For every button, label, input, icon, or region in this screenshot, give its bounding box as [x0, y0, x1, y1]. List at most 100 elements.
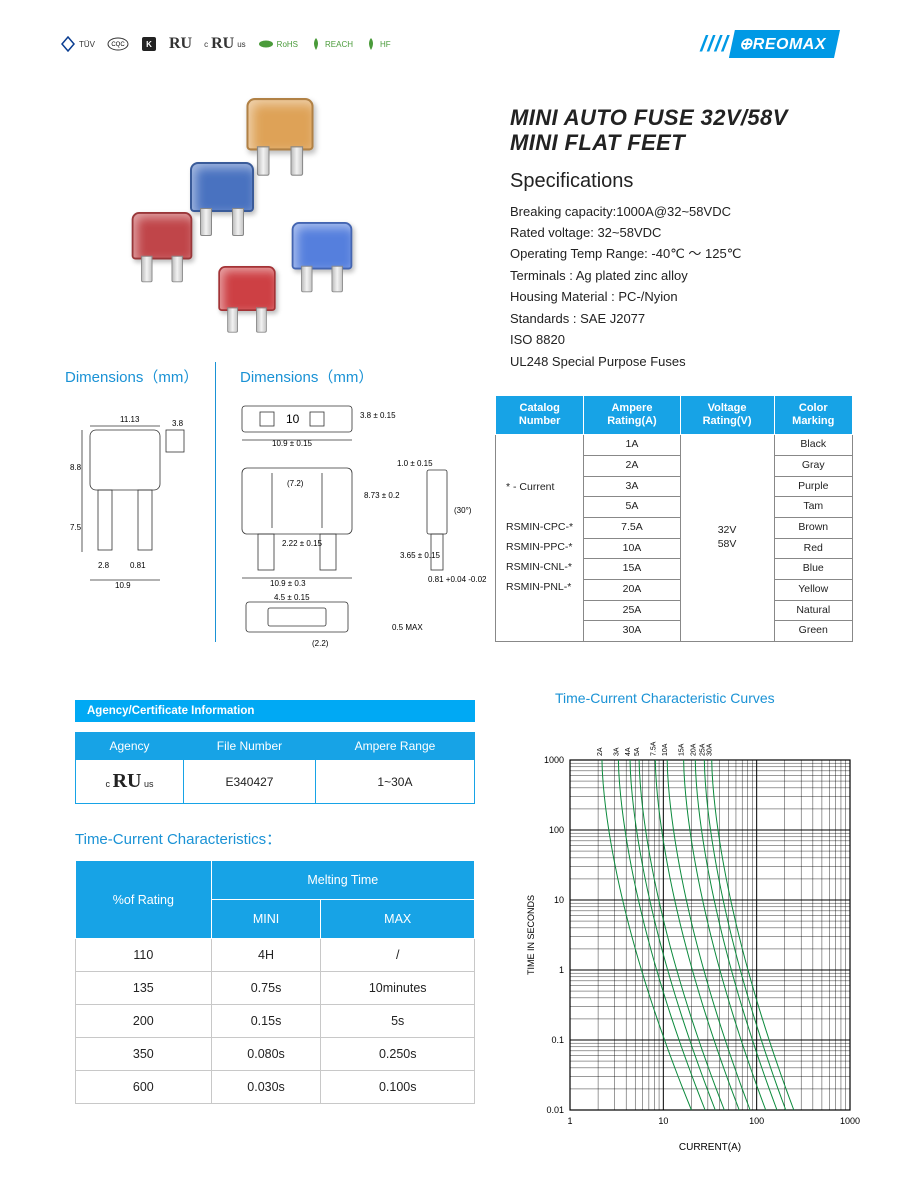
tc-pct: 135	[76, 972, 212, 1005]
catalog-amp: 1A	[584, 435, 680, 456]
svg-text:0.81: 0.81	[130, 561, 146, 570]
dim-header-1: Dimensions（mm）	[65, 366, 198, 387]
svg-text:1000: 1000	[840, 1116, 860, 1126]
svg-text:K: K	[146, 40, 152, 49]
svg-text:10A: 10A	[662, 743, 669, 756]
catalog-amp: 25A	[584, 600, 680, 621]
dim-drawing-right: 10 3.8 ± 0.15 10.9 ± 0.15 1.0 ± 0.15 (7.…	[232, 398, 487, 648]
tc-min: 0.75s	[211, 972, 321, 1005]
catalog-amp: 3A	[584, 476, 680, 497]
brand-slashes: ////	[700, 31, 728, 57]
svg-text:3.8: 3.8	[172, 419, 184, 428]
svg-text:2.22 ± 0.15: 2.22 ± 0.15	[282, 539, 323, 548]
tc-max: 10minutes	[321, 972, 475, 1005]
certification-row: TÜV CQC K RU cRUus RoHS REACH HF //// ⊕R…	[60, 30, 840, 58]
spec-line: Terminals : Ag plated zinc alloy	[510, 265, 840, 286]
catalog-color: Blue	[774, 559, 852, 580]
tc-row: 2000.15s5s	[76, 1005, 475, 1038]
svg-text:20A: 20A	[690, 743, 697, 756]
svg-text:0.5 MAX: 0.5 MAX	[392, 623, 423, 632]
cert-cqc: CQC	[107, 37, 129, 51]
tc-max: 0.250s	[321, 1038, 475, 1071]
agency-h3: Ampere Range	[315, 733, 474, 760]
spec-line: UL248 Special Purpose Fuses	[510, 351, 840, 372]
product-title-2: MINI FLAT FEET	[510, 130, 840, 155]
svg-text:CURRENT(A): CURRENT(A)	[679, 1142, 741, 1153]
svg-text:4A: 4A	[625, 747, 632, 756]
tc-max: 0.100s	[321, 1071, 475, 1104]
title-block: MINI AUTO FUSE 32V/58V MINI FLAT FEET Sp…	[510, 105, 840, 372]
catalog-color: Brown	[774, 517, 852, 538]
spec-line: Breaking capacity:1000A@32~58VDC	[510, 201, 840, 222]
svg-text:(7.2): (7.2)	[287, 479, 304, 488]
agency-banner: Agency/Certificate Information	[75, 700, 475, 722]
catalog-color: Gray	[774, 456, 852, 477]
fuse	[132, 212, 193, 288]
cert-culus: cRUus	[204, 35, 246, 53]
cert-kc: K	[141, 36, 157, 52]
svg-text:10: 10	[554, 895, 564, 905]
catalog-color: Black	[774, 435, 852, 456]
product-title-1: MINI AUTO FUSE 32V/58V	[510, 105, 840, 130]
catalog-amp: 5A	[584, 497, 680, 518]
catalog-amp: 20A	[584, 579, 680, 600]
cert-reach: REACH	[310, 37, 353, 51]
agency-cell-range: 1~30A	[315, 760, 474, 804]
tc-max: 5s	[321, 1005, 475, 1038]
svg-text:25A: 25A	[699, 743, 706, 756]
cert-ul: RU	[169, 35, 192, 53]
agency-h1: Agency	[76, 733, 184, 760]
svg-text:7.5: 7.5	[70, 523, 82, 532]
dim-header-2: Dimensions（mm）	[240, 366, 373, 387]
brand-name: ⊕REOMAX	[729, 30, 840, 58]
cert-rohs: RoHS	[258, 39, 298, 49]
svg-text:11.13: 11.13	[120, 415, 140, 424]
agency-cell-file: E340427	[184, 760, 316, 804]
agency-h2: File Number	[184, 733, 316, 760]
spec-header: Specifications	[510, 170, 840, 193]
tc-row: 3500.080s0.250s	[76, 1038, 475, 1071]
svg-text:10: 10	[286, 412, 300, 426]
curve-chart: 11010010000.010.11101001000CURRENT(A)TIM…	[520, 720, 860, 1160]
catalog-amp: 10A	[584, 538, 680, 559]
cert-hf: HF	[365, 37, 391, 51]
catalog-amp: 15A	[584, 559, 680, 580]
fuse	[218, 266, 276, 338]
spec-line: Housing Material : PC-/Nyion	[510, 286, 840, 307]
svg-text:(2.2): (2.2)	[312, 639, 329, 648]
svg-text:3A: 3A	[613, 747, 620, 756]
spec-line: Operating Temp Range: -40℃ ～ 125℃	[510, 243, 840, 264]
tc-title: Time-Current Characteristics：	[75, 828, 281, 849]
svg-text:10: 10	[658, 1116, 668, 1126]
agency-table: Agency File Number Ampere Range c RU us …	[75, 732, 475, 804]
brand-bar: //// ⊕REOMAX	[700, 30, 840, 58]
catalog-color: Green	[774, 621, 852, 642]
catalog-table: Catalog Number Ampere Rating(A) Voltage …	[495, 395, 853, 642]
catalog-color: Red	[774, 538, 852, 559]
tc-row: 1104H/	[76, 939, 475, 972]
catalog-color: Natural	[774, 600, 852, 621]
svg-text:8.8: 8.8	[70, 463, 82, 472]
tc-sub2: MAX	[321, 900, 475, 939]
tc-sub1: MINI	[211, 900, 321, 939]
svg-text:10.9: 10.9	[115, 581, 131, 590]
tc-pct: 350	[76, 1038, 212, 1071]
spec-line: Standards : SAE J2077	[510, 308, 840, 329]
catalog-h1: Catalog Number	[496, 396, 584, 435]
spec-list: Breaking capacity:1000A@32~58VDCRated vo…	[510, 201, 840, 373]
tc-h2: Melting Time	[211, 861, 474, 900]
agency-cell-agency: c RU us	[76, 760, 184, 804]
tc-min: 0.15s	[211, 1005, 321, 1038]
svg-text:4.5 ± 0.15: 4.5 ± 0.15	[274, 593, 310, 602]
svg-text:1: 1	[559, 965, 564, 975]
tc-h1: %of Rating	[76, 861, 212, 939]
svg-text:10.9 ± 0.3: 10.9 ± 0.3	[270, 579, 306, 588]
catalog-color: Purple	[774, 476, 852, 497]
svg-text:100: 100	[749, 1116, 764, 1126]
product-photo	[130, 100, 390, 320]
catalog-voltage: 32V 58V	[680, 435, 774, 641]
spec-line: ISO 8820	[510, 329, 840, 350]
tc-min: 0.080s	[211, 1038, 321, 1071]
svg-text:0.01: 0.01	[546, 1105, 564, 1115]
tc-table: %of Rating Melting Time MINI MAX 1104H/1…	[75, 860, 475, 1104]
